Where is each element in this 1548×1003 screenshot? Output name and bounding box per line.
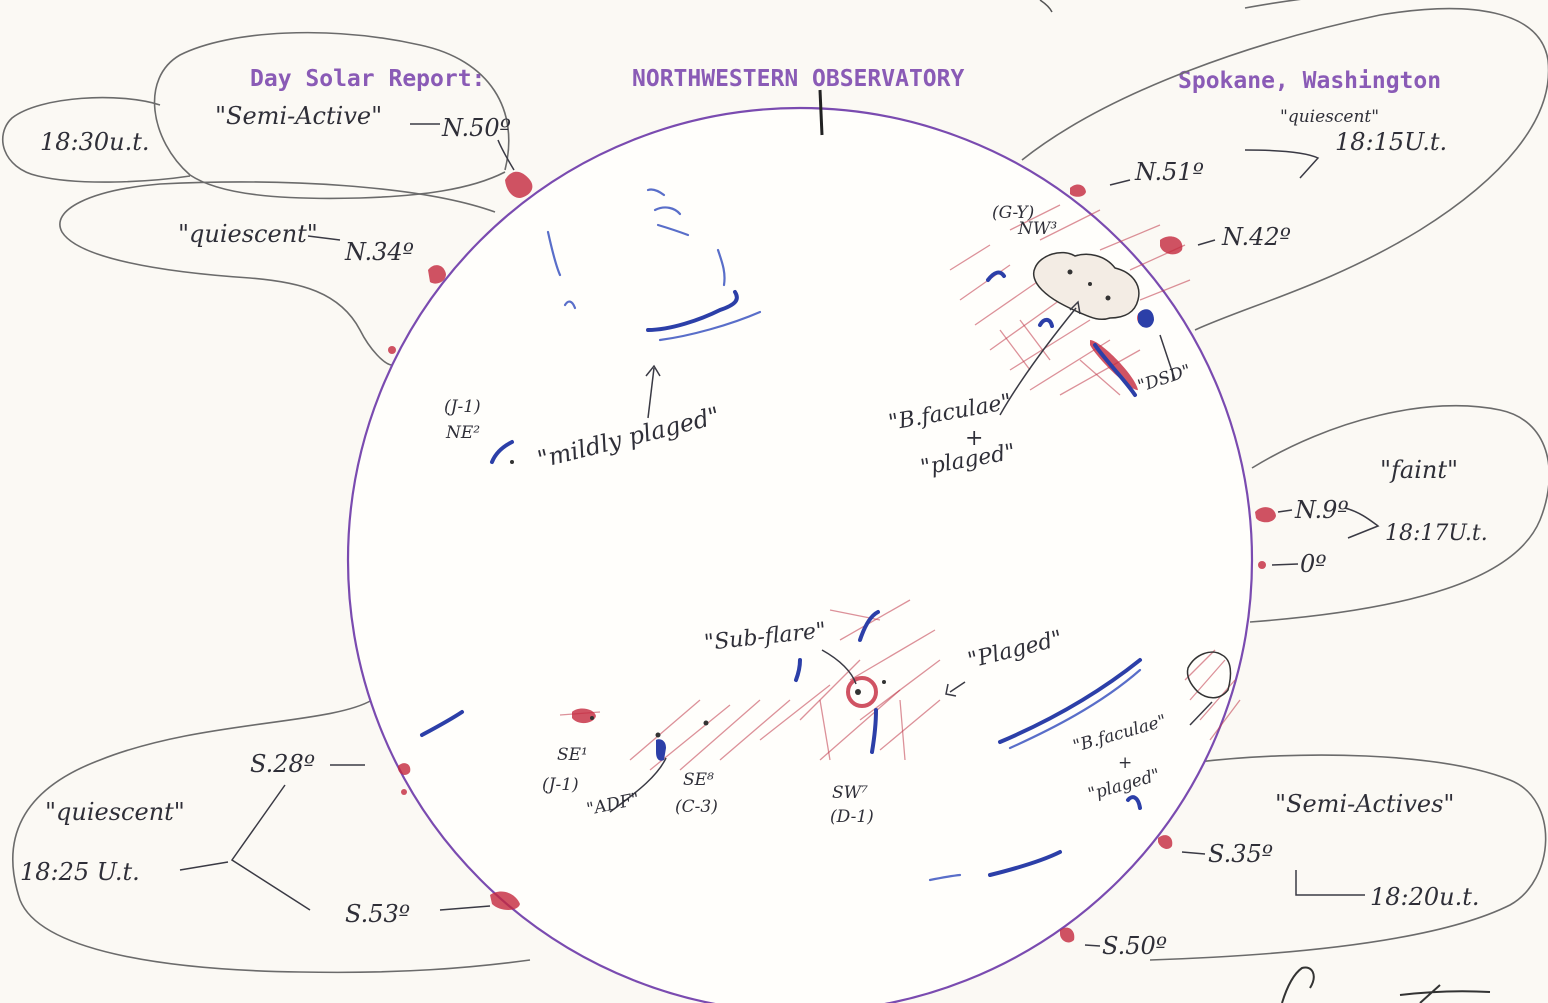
se8-code: (C-3) [675,797,718,817]
filament-sub-flare-south [870,708,878,754]
status-lower-left: "quiescent" [45,798,185,826]
latitude-n34: N.34º [344,238,414,266]
filament-nw-2 [1038,317,1054,328]
sunspot-dot [655,732,661,738]
se1-plage [572,708,596,724]
sunspot-dot [703,720,709,726]
status-upper-left-2: "quiescent" [178,220,318,248]
bubble-upper-right [1021,7,1548,331]
plage-hatching [559,204,1241,771]
leader-lines [179,123,1380,947]
north-tick [818,89,824,136]
bubble-upper-left-1 [153,31,510,200]
prominence-equator [1258,561,1266,569]
filament-long-southwest [998,658,1142,744]
bubble-upper-right-tail [1244,0,1301,9]
time-lower-left: 18:25 U.t. [20,858,140,886]
bubble-lower-left [12,699,531,974]
filament-sw-small [794,658,802,682]
se8-name: SE⁸ [683,770,714,790]
latitude-s35: S.35º [1208,840,1273,868]
bubble-upper-left-time [2,96,191,183]
filament-nw-3 [1093,343,1137,397]
sw7-name: SW⁷ [832,783,868,803]
latitude-n9: N.9º [1294,496,1349,524]
limb-prominences [388,171,1276,943]
sunspot-dot [1067,269,1073,275]
prominence-s53 [490,891,520,910]
sunspot-dot [1088,282,1092,286]
latitude-s50: S.50º [1102,932,1167,960]
sub-flare-ring [846,676,878,708]
sunspot-dot [882,680,886,684]
sunspot-group-nw-outline [1032,251,1140,321]
filament-nw-1 [986,270,1006,282]
status-lower-right: "Semi-Actives" [1275,790,1454,818]
status-mid-right: "faint" [1380,456,1458,484]
label-bfaculae-south-plus: + [1118,753,1132,773]
prominence-s28 [398,763,411,775]
prominence-n42 [1160,236,1183,255]
se1-code: (J-1) [542,775,579,795]
observatory-location: Spokane, Washington [1178,68,1441,94]
prominence-n34 [428,265,446,284]
latitude-n42: N.42º [1221,223,1291,251]
prominence-n9 [1255,507,1276,523]
prominence-n51 [1070,184,1086,197]
observatory-name: NORTHWESTERN OBSERVATORY [632,66,964,92]
bubble-lower-right [1149,754,1547,961]
signature-fragment [1281,966,1491,1003]
annotation-bubbles [2,0,1548,974]
plage-nw [949,204,1191,396]
time-upper-right: 18:15U.t. [1335,128,1447,156]
bfaculae-s-outline [1186,651,1232,699]
nw-group-code: (G-Y) [992,203,1034,223]
latitude-n50: N.50º [441,114,511,142]
prominence-n50 [505,171,533,198]
time-upper-left: 18:30u.t. [40,128,150,156]
filament-sub-flare-north [858,610,880,642]
filament-se-limb [420,710,464,737]
status-upper-left-1: "Semi-Active" [215,102,382,130]
sub-flare-dot [855,689,861,695]
prominence-s28-small [401,789,407,795]
status-upper-right: "quiescent" [1280,107,1379,127]
sw7-code: (D-1) [830,807,874,827]
bubble-upper-left-2 [59,181,496,366]
report-title: Day Solar Report: [250,66,485,92]
dsd-blue-mark [1138,309,1154,328]
time-mid-right: 18:17U.t. [1385,521,1488,546]
se1-name: SE¹ [557,745,588,765]
time-lower-right: 18:20u.t. [1370,883,1480,911]
prominence-s50 [1060,927,1075,943]
plage-south-central [559,599,941,771]
prominence-nw-limb-small [388,346,396,354]
nw-group-name: NW³ [1017,219,1057,239]
filament-south-limb-1 [988,850,1062,877]
latitude-s28: S.28º [250,750,315,778]
latitude-s53: S.53º [345,900,410,928]
filament-mildly-plaged [646,290,739,332]
ne-group-code: (J-1) [444,397,481,417]
ne-group-name: NE² [445,423,480,443]
filament-ne-group [490,440,514,464]
sunspot-dot [590,716,594,720]
latitude-n51: N.51º [1134,158,1204,186]
sunspot-dot [510,460,514,464]
latitude-equator: 0º [1300,550,1327,578]
sunspot-dot [1105,295,1111,301]
filament-sw-cluster [1126,795,1142,810]
solar-disk [347,107,1253,1003]
label-bfaculae-north-plus: + [965,426,983,451]
filaments [420,188,1154,882]
pencil-mark-top [1039,0,1053,13]
prominence-s35 [1158,835,1173,849]
adf-blue-mark [656,739,666,761]
